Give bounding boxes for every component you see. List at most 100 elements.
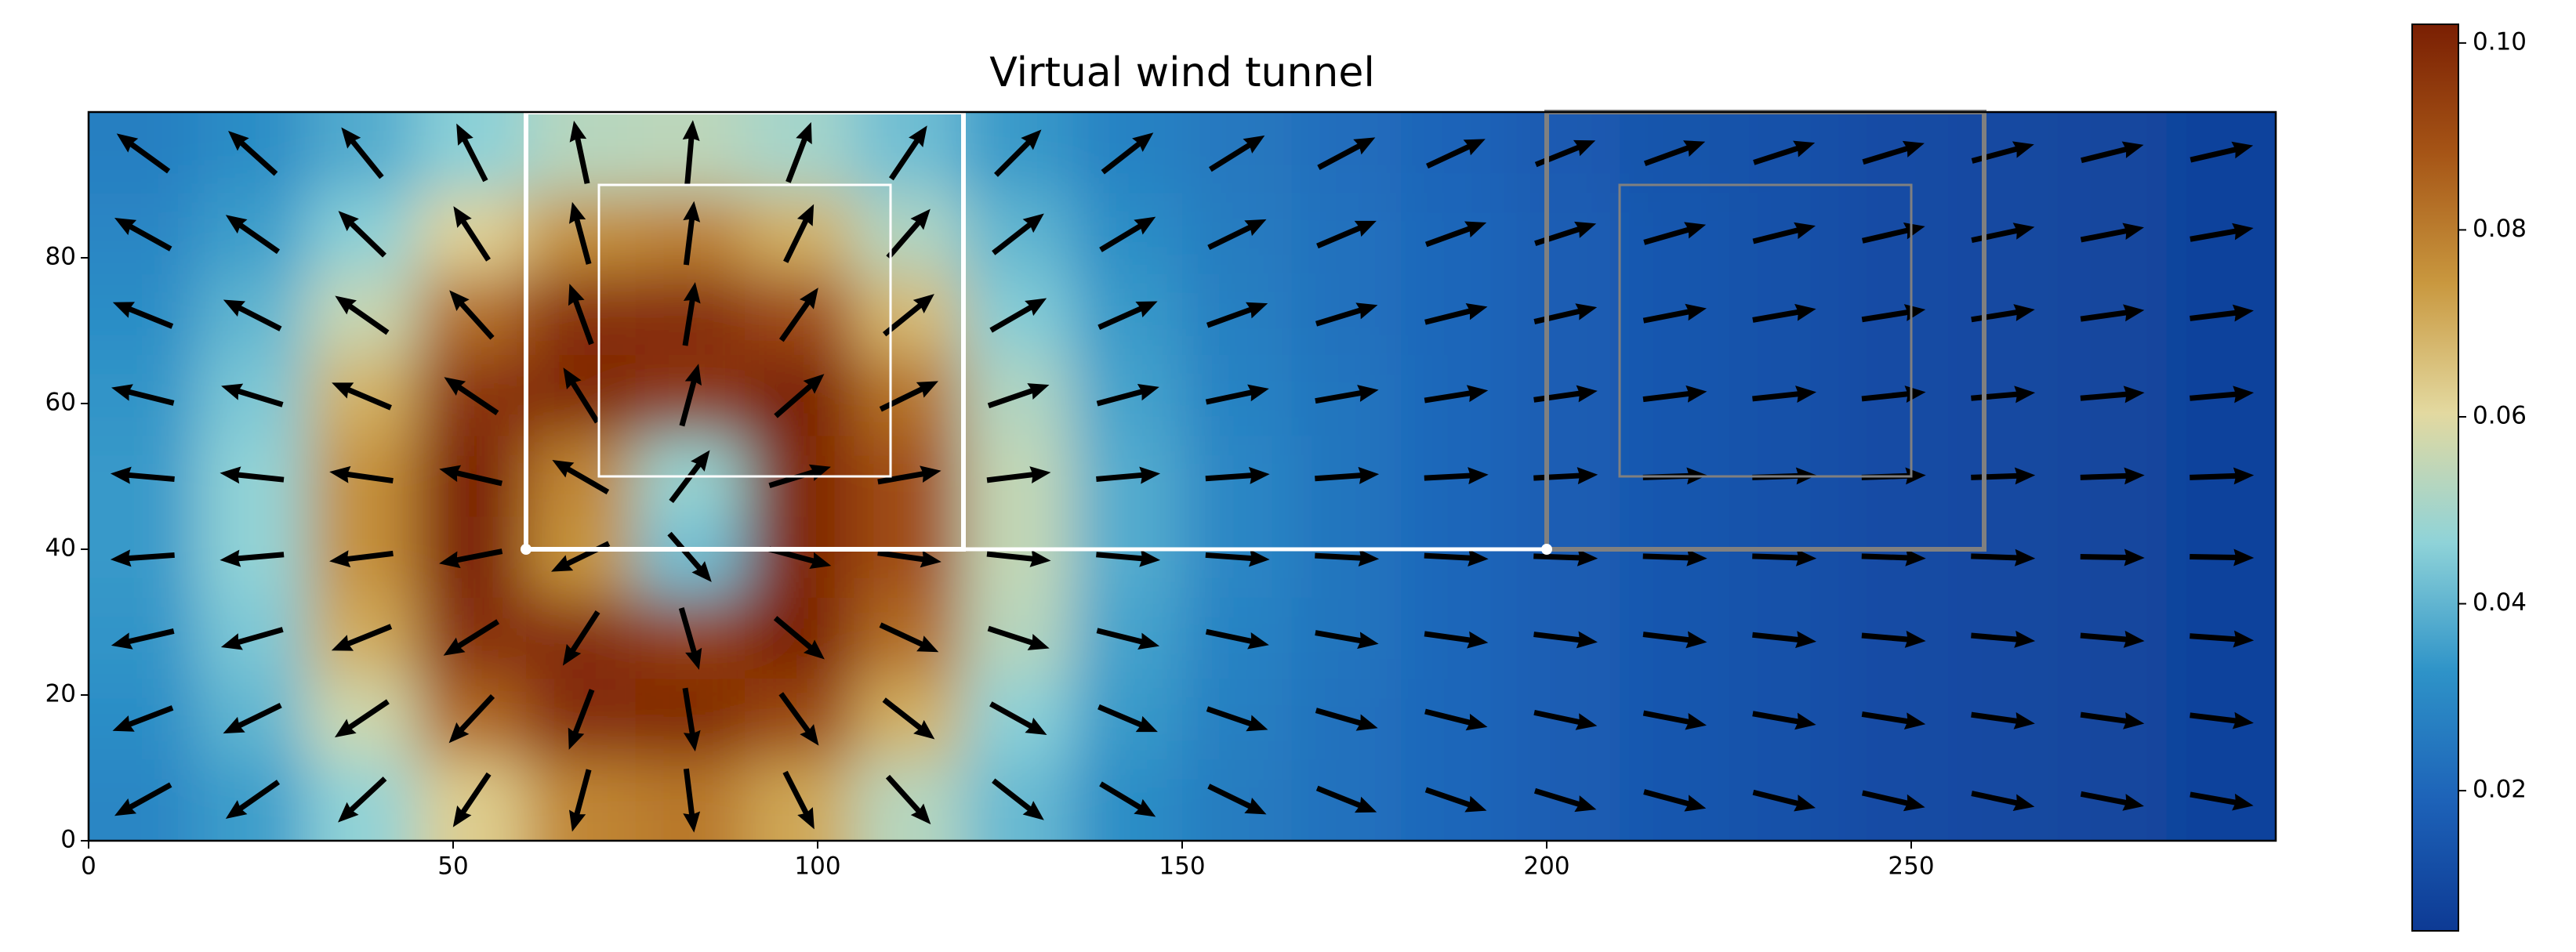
wind-arrow [335, 295, 390, 335]
wind-arrow [2190, 304, 2254, 322]
wind-arrow [449, 290, 495, 340]
wind-arrow [1096, 466, 1161, 484]
heat-cell [526, 759, 637, 841]
y-tick-label: 20 [45, 680, 76, 708]
heat-cell [963, 759, 1074, 841]
wind-arrow [778, 692, 819, 746]
wind-arrow [2080, 304, 2145, 322]
wind-arrow [1317, 137, 1376, 170]
wind-arrow [1533, 709, 1598, 730]
wind-arrow [456, 123, 488, 183]
heat-cell [89, 597, 199, 680]
heat-cell [1510, 759, 1620, 841]
wind-arrow [1315, 466, 1380, 484]
wind-arrow [1424, 385, 1489, 404]
wind-arrow [220, 627, 284, 650]
wind-arrow [2080, 711, 2145, 729]
x-tick-label: 200 [1523, 852, 1569, 881]
heat-cell [2057, 112, 2168, 194]
heat-cell [1620, 112, 1730, 194]
wind-arrow [332, 382, 392, 411]
wind-arrow [1971, 223, 2035, 244]
wind-arrow [443, 619, 500, 656]
wind-arrow [2190, 791, 2254, 811]
x-tick-label: 250 [1888, 852, 1934, 881]
wind-arrow [2190, 141, 2254, 163]
wind-arrow [1971, 467, 2036, 485]
wind-arrow [439, 465, 503, 487]
wind-arrow [679, 364, 702, 427]
wind-arrow [1752, 386, 1817, 404]
wind-arrow [111, 628, 175, 650]
y-tick-label: 60 [45, 389, 76, 417]
wind-arrow [992, 213, 1044, 255]
wind-arrow [1533, 787, 1597, 813]
wind-arrow [2190, 386, 2255, 404]
wind-arrow [111, 384, 175, 406]
wind-arrow [778, 288, 818, 342]
wind-arrow [1752, 631, 1817, 649]
y-tick-label: 80 [45, 243, 76, 271]
wind-arrow [228, 130, 278, 176]
wind-arrow [568, 284, 594, 346]
heat-cell [89, 193, 199, 275]
wind-arrow [1971, 141, 2034, 164]
wind-arrow [1643, 222, 1707, 245]
wind-arrow [448, 694, 495, 744]
wind-arrow [1971, 548, 2036, 566]
wind-arrow [1426, 139, 1486, 169]
heat-cell [1072, 759, 1183, 841]
wind-arrow [667, 531, 712, 582]
wind-arrow [993, 129, 1042, 177]
wind-arrow [338, 776, 387, 823]
wind-arrow [678, 607, 702, 670]
wind-arrow [2080, 223, 2144, 243]
colorbar-tick-label: 0.08 [2473, 215, 2527, 243]
heat-cell [1947, 112, 2058, 194]
wind-arrow [1424, 221, 1487, 248]
wind-arrow [1971, 630, 2036, 648]
wind-arrow [1205, 628, 1269, 650]
tunnel-point [521, 544, 532, 555]
heat-cell [1291, 112, 1402, 194]
wind-arrow [1861, 548, 1926, 566]
wind-arrow [785, 121, 812, 183]
heat-cell [2057, 759, 2168, 841]
wind-arrow [992, 778, 1044, 820]
wind-arrow [562, 610, 600, 666]
wind-arrow [1315, 785, 1377, 813]
wind-arrow [1098, 704, 1158, 733]
region-box [1618, 183, 1913, 478]
wind-arrow [225, 215, 281, 255]
wind-arrow [1096, 549, 1161, 567]
wind-arrow [1643, 140, 1706, 167]
x-tick-label: 150 [1159, 852, 1205, 881]
wind-arrow [110, 466, 175, 484]
heat-cell [1401, 759, 1511, 841]
wind-arrow [1861, 711, 1926, 730]
heat-cell [89, 273, 199, 357]
wind-arrow [2190, 467, 2255, 485]
x-tick-label: 100 [794, 852, 840, 881]
wind-arrow [1862, 140, 1925, 165]
quiver-layer [110, 120, 2255, 833]
heat-cell [307, 112, 418, 194]
wind-arrow [1424, 302, 1488, 325]
wind-arrow [1424, 549, 1489, 567]
wind-arrow [1642, 548, 1707, 566]
heat-cell [416, 112, 527, 194]
wind-arrow [329, 550, 394, 568]
wind-arrow [568, 689, 595, 750]
wind-arrow [986, 549, 1051, 567]
wind-arrow [1752, 303, 1816, 323]
wind-arrow [112, 705, 174, 732]
wind-arrow [1208, 135, 1265, 172]
colorbar-tick-label: 0.04 [2473, 588, 2527, 617]
heat-cell [307, 759, 418, 841]
wind-arrow [329, 465, 394, 484]
wind-arrow [1861, 790, 1925, 812]
wind-arrow [782, 770, 815, 830]
wind-arrow [1205, 549, 1270, 567]
wind-arrow [569, 120, 590, 184]
wind-arrow [683, 201, 701, 266]
